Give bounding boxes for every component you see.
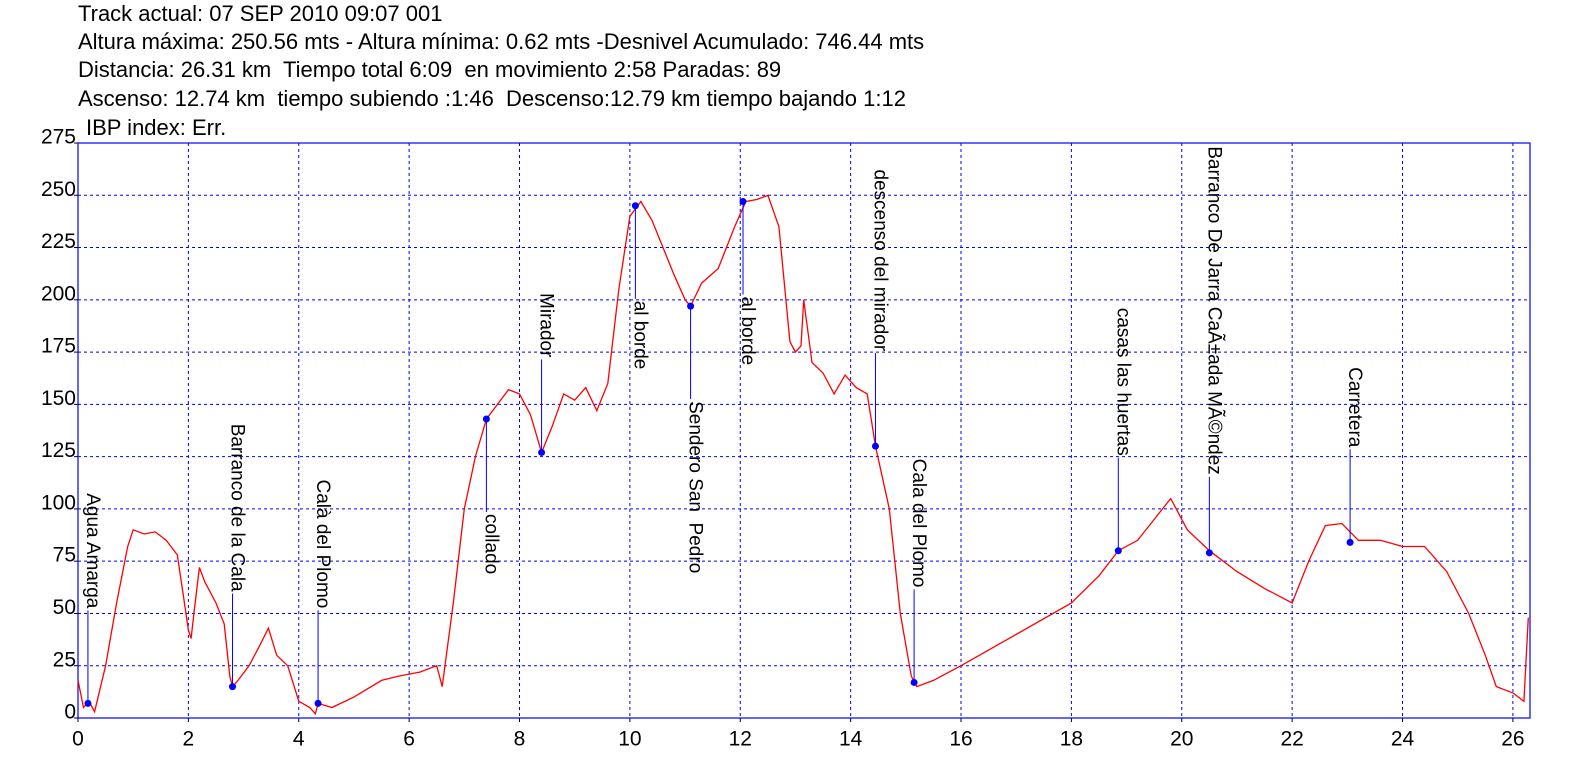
x-tick-label: 26 xyxy=(1501,728,1524,751)
waypoint-label: Agua Amarga xyxy=(82,493,103,609)
x-tick-label: 18 xyxy=(1060,728,1083,751)
waypoint xyxy=(1205,549,1213,557)
x-tick-label: 0 xyxy=(72,728,84,751)
y-tick-label: 0 xyxy=(64,701,76,724)
y-tick-label: 250 xyxy=(41,178,76,201)
waypoint-label: Carretera xyxy=(1344,367,1365,448)
y-tick-label: 50 xyxy=(53,596,76,619)
chart-subtitle: Distancia: 26.31 km Tiempo total 6:09 en… xyxy=(78,57,781,82)
waypoint-label: collado xyxy=(480,514,501,574)
waypoint-label: Barranco de la Cala xyxy=(227,424,248,592)
x-tick-label: 10 xyxy=(618,728,641,751)
y-tick-label: 175 xyxy=(41,335,76,358)
waypoint-label: Calà del Plomo xyxy=(312,480,333,609)
waypoint xyxy=(482,415,490,423)
waypoint xyxy=(739,198,747,206)
waypoint xyxy=(314,699,322,707)
waypoint-label: al borde xyxy=(629,301,650,370)
x-tick-label: 2 xyxy=(183,728,195,751)
y-tick-label: 225 xyxy=(41,230,76,253)
waypoint xyxy=(229,683,237,691)
x-tick-label: 6 xyxy=(403,728,415,751)
y-tick-label: 75 xyxy=(53,544,76,567)
waypoint xyxy=(84,699,92,707)
waypoint xyxy=(1346,538,1354,546)
y-tick-label: 25 xyxy=(53,648,76,671)
waypoint xyxy=(910,678,918,686)
chart-subtitle: Altura máxima: 250.56 mts - Altura mínim… xyxy=(78,29,924,54)
x-tick-label: 22 xyxy=(1280,728,1303,751)
waypoint xyxy=(1114,547,1122,555)
waypoint-label: casas las huertas xyxy=(1112,308,1133,456)
waypoint-label: al borde xyxy=(737,297,758,366)
y-tick-label: 275 xyxy=(41,126,76,149)
waypoint xyxy=(871,442,879,450)
plot-frame xyxy=(77,142,1531,719)
chart-subtitle: Ascenso: 12.74 km tiempo subiendo :1:46 … xyxy=(78,86,906,111)
chart-subtitle: IBP index: Err. xyxy=(86,115,226,140)
y-tick-label: 150 xyxy=(41,387,76,410)
x-tick-label: 20 xyxy=(1170,728,1193,751)
waypoint-label: Cala del Plomo xyxy=(908,459,929,588)
x-tick-label: 16 xyxy=(949,728,972,751)
y-tick-label: 125 xyxy=(41,439,76,462)
x-tick-label: 4 xyxy=(293,728,305,751)
x-tick-label: 12 xyxy=(729,728,752,751)
waypoint-label: Barranco De Jarra CaÃ±ada MÃ©ndez xyxy=(1203,146,1225,475)
waypoint xyxy=(538,448,546,456)
x-tick-label: 24 xyxy=(1391,728,1415,751)
waypoint-label: Mirador xyxy=(536,293,557,358)
x-tick-label: 8 xyxy=(514,728,526,751)
x-tick-label: 14 xyxy=(839,728,863,751)
waypoint-label: Sendero San Pedro xyxy=(685,401,706,573)
waypoint xyxy=(687,302,695,310)
y-tick-label: 100 xyxy=(41,491,76,514)
waypoint xyxy=(631,202,639,210)
elevation-line xyxy=(77,194,1529,716)
chart-title: Track actual: 07 SEP 2010 09:07 001 xyxy=(78,1,442,26)
y-tick-label: 200 xyxy=(41,282,76,305)
waypoint-label: descenso del mirador xyxy=(869,170,890,352)
